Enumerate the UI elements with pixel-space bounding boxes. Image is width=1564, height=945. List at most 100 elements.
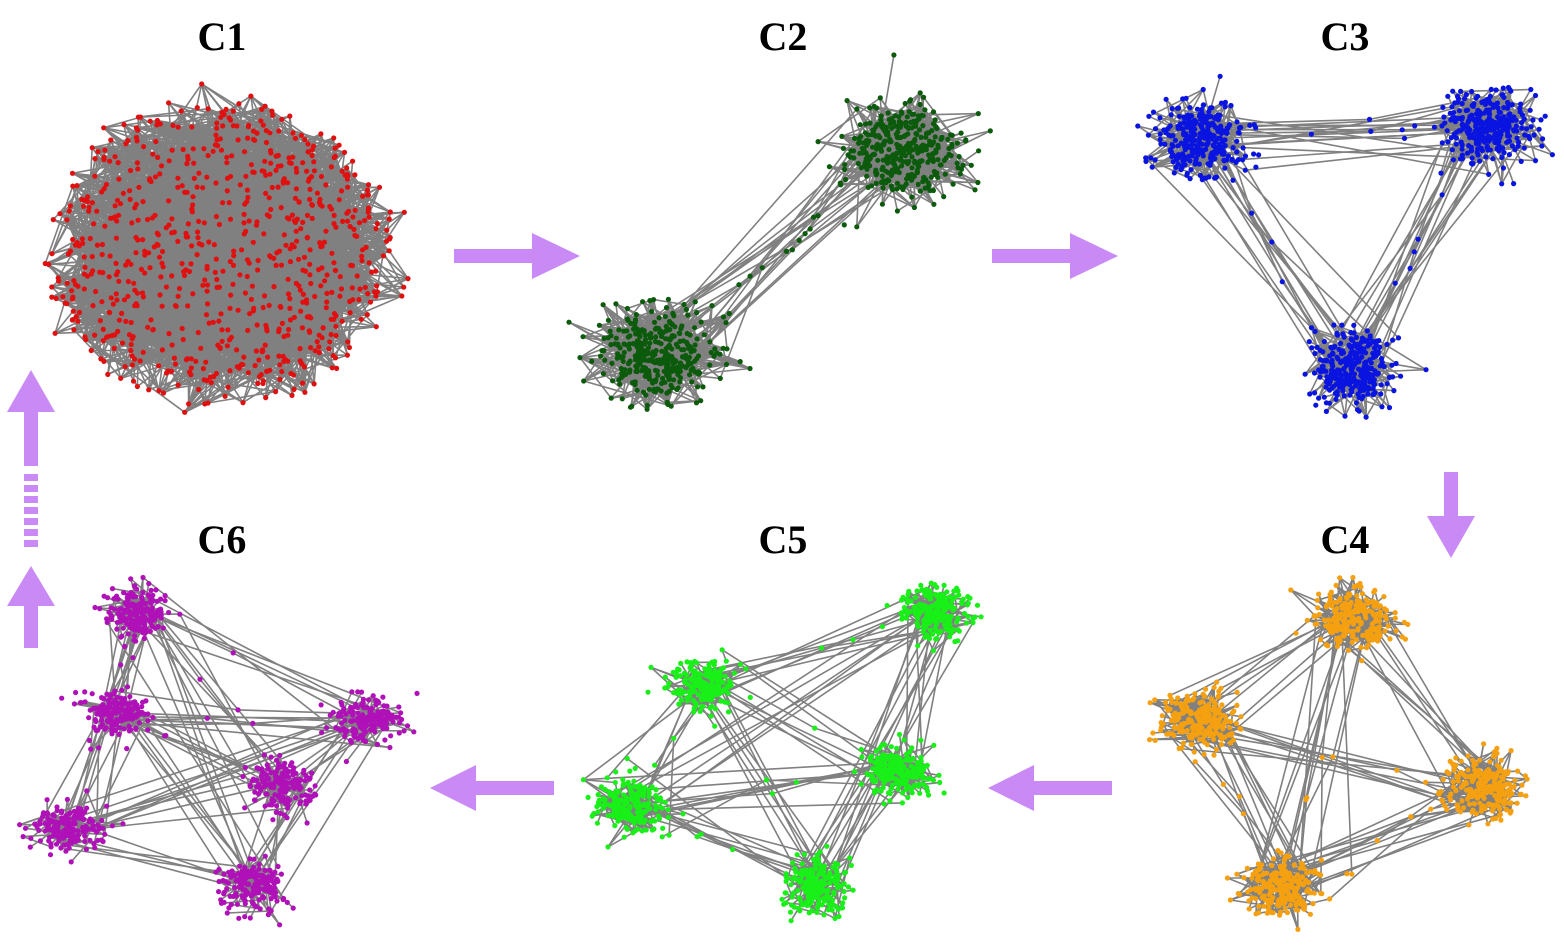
graph-node <box>304 212 311 218</box>
graph-node <box>74 183 80 189</box>
graph-node <box>115 160 121 166</box>
graph-node <box>227 216 234 222</box>
graph-node <box>139 290 146 296</box>
graph-node <box>275 184 281 190</box>
graph-node <box>135 127 141 133</box>
graph-node <box>234 364 240 370</box>
graph-node <box>176 285 183 292</box>
graph-node <box>255 267 261 273</box>
graph-node <box>236 101 242 107</box>
graph-node <box>341 149 348 155</box>
graph-node <box>166 100 172 106</box>
graph-node <box>283 242 289 248</box>
graph-node <box>352 207 358 213</box>
graph-node <box>71 327 77 333</box>
graph-node <box>94 208 100 214</box>
panel-title-c1: C1 <box>198 14 247 59</box>
graph-node <box>309 147 315 153</box>
graph-node <box>82 264 88 270</box>
graph-node <box>108 215 114 221</box>
graph-node <box>194 105 200 111</box>
graph-node <box>374 221 380 227</box>
graph-node <box>321 239 327 245</box>
graph-node <box>71 278 77 284</box>
graph-node <box>224 154 230 160</box>
graph-node <box>267 147 274 154</box>
graph-node <box>280 180 286 186</box>
graph-node <box>183 357 189 363</box>
graph-node <box>308 280 314 287</box>
graph-node <box>196 386 202 393</box>
graph-node <box>216 318 222 324</box>
graph-node <box>115 328 121 334</box>
graph-node <box>386 216 392 222</box>
graph-node <box>358 316 364 322</box>
graph-node <box>346 344 352 351</box>
graph-node <box>120 190 126 196</box>
graph-node <box>251 169 257 175</box>
graph-node <box>298 308 304 314</box>
graph-node <box>97 318 103 324</box>
graph-node <box>220 123 226 129</box>
graph-node <box>365 291 371 297</box>
graph-node <box>291 386 297 392</box>
graph-node <box>210 148 216 154</box>
graph-node <box>135 217 141 223</box>
graph-node <box>229 153 235 159</box>
graph-node <box>141 144 147 150</box>
graph-node <box>217 136 223 142</box>
graph-node <box>64 301 70 307</box>
graph-node <box>195 229 201 235</box>
graph-node <box>155 232 161 238</box>
graph-node <box>273 262 279 268</box>
graph-node <box>189 124 195 130</box>
graph-node <box>118 375 124 381</box>
panel-title-c2: C2 <box>759 14 808 59</box>
graph-node <box>226 337 233 343</box>
graph-node <box>373 226 379 232</box>
graph-node <box>367 299 374 305</box>
graph-node <box>364 312 370 318</box>
panel-title-c4: C4 <box>1321 517 1370 562</box>
graph-node <box>179 183 185 189</box>
graph-node <box>129 336 135 342</box>
graph-node <box>129 353 135 359</box>
graph-node <box>307 247 313 253</box>
graph-node <box>175 293 181 299</box>
graph-node <box>110 301 116 307</box>
graph-node <box>293 165 299 171</box>
graph-node <box>248 93 254 99</box>
graph-node <box>344 165 350 171</box>
graph-node <box>171 229 177 235</box>
graph-node <box>266 302 272 308</box>
graph-node <box>380 253 387 259</box>
graph-node <box>112 154 118 160</box>
graph-node <box>127 188 133 194</box>
graph-node <box>263 190 269 196</box>
panel-title-c3: C3 <box>1321 14 1370 59</box>
graph-node <box>320 325 326 331</box>
graph-node <box>299 361 305 367</box>
graph-node <box>159 303 165 309</box>
graph-node <box>352 172 358 178</box>
graph-node <box>263 128 269 134</box>
graph-node <box>99 241 105 248</box>
graph-node <box>103 181 109 188</box>
graph-node <box>289 242 295 248</box>
graph-node <box>205 301 211 307</box>
graph-node <box>237 182 243 188</box>
graph-node <box>287 317 294 323</box>
graph-node <box>286 155 292 161</box>
graph-node <box>113 260 119 266</box>
graph-node <box>213 213 219 220</box>
graph-node <box>338 286 345 292</box>
graph-node <box>221 111 227 118</box>
graph-node <box>254 322 260 328</box>
graph-node <box>201 220 207 226</box>
graph-node <box>175 124 181 130</box>
graph-node <box>307 272 313 278</box>
graph-node <box>255 257 261 264</box>
graph-node <box>49 251 55 257</box>
graph-node <box>213 180 219 186</box>
graph-node <box>237 272 243 278</box>
